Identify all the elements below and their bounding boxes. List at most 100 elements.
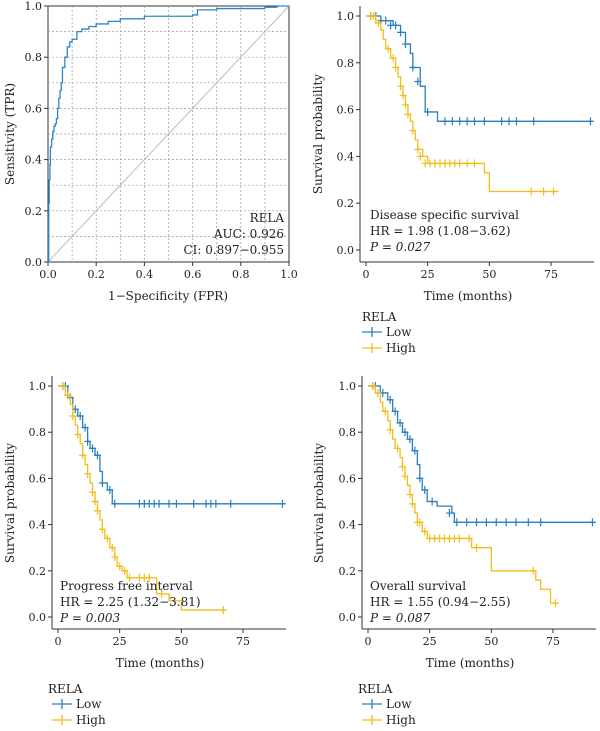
dss-x-tick-label: 25	[421, 268, 435, 281]
roc-grid	[48, 6, 289, 262]
os-x-label: Time (months)	[426, 656, 515, 670]
pfi-legend-low: Low	[76, 697, 102, 711]
dss-y-label: Survival probability	[311, 74, 325, 194]
dss-low-censor-mark	[586, 117, 594, 126]
roc-auc-label: AUC: 0.926	[213, 227, 284, 241]
dss-low-censor-mark	[397, 28, 405, 37]
roc-panel: 0.0 0.2 0.4 0.6 0.8 1.0 0.0 0.2 0.4 0.6 0.8 1.0 1−…	[3, 0, 298, 303]
os-high-censor-mark	[401, 472, 409, 481]
dss-high-censor-mark	[384, 44, 392, 53]
pfi-high-censor-mark	[59, 382, 67, 390]
pfi-x-tick-label: 0	[55, 635, 62, 648]
os-y-tick-label: 1.0	[339, 380, 357, 393]
pfi-high-censor-mark	[91, 497, 99, 506]
os-x-tick-label: 0	[365, 635, 372, 648]
os-y-tick-label: 0.2	[339, 565, 357, 578]
dss-legend-title: RELA	[362, 310, 397, 324]
pfi-x-tick-label: 25	[113, 635, 127, 648]
dss-high-curve	[366, 15, 559, 193]
os-high-curve	[368, 385, 558, 604]
dss-high-censor-mark	[399, 91, 407, 100]
os-high-censor-mark	[455, 534, 463, 543]
dss-high-censor-mark	[404, 110, 412, 119]
roc-y-tick-label: 1.0	[25, 0, 43, 13]
pfi-low-censor-mark	[155, 499, 163, 508]
os-low-curve	[368, 385, 595, 523]
os-x-tick-label: 25	[423, 635, 437, 648]
dss-x-tick-label: 0	[363, 268, 370, 281]
dss-p-value: P = 0.027	[369, 240, 430, 254]
os-panel: 0 25 50 75 0.0 0.2 0.4 0.6 0.8 1.0 Overall survi…	[312, 376, 596, 727]
pfi-y-label: Survival probability	[3, 443, 17, 563]
pfi-high-censor-mark	[79, 451, 87, 460]
dss-legend-low-marker	[362, 327, 382, 337]
os-high-censor-mark	[381, 407, 389, 416]
os-high-censor-mark	[394, 444, 402, 453]
dss-high-censor-mark	[397, 82, 405, 91]
dss-low-censor-mark	[448, 117, 456, 126]
pfi-hr: HR = 2.25 (1.32−3.81)	[60, 595, 201, 609]
dss-low-censor-mark	[498, 117, 506, 126]
pfi-low-censor-mark	[106, 485, 114, 494]
pfi-low-censor-mark	[212, 499, 220, 508]
dss-curves	[366, 12, 594, 196]
pfi-low-censor-mark	[81, 423, 89, 432]
os-high-censor-mark	[529, 566, 537, 575]
dss-high-censor-mark	[392, 63, 400, 72]
os-high-censor-mark	[374, 388, 382, 397]
os-x-ticks: 0 25 50 75	[365, 629, 560, 648]
dss-x-tick-label: 50	[482, 268, 496, 281]
os-low-censor-mark	[445, 509, 453, 518]
dss-low-censor-mark	[392, 21, 400, 30]
dss-x-tick-label: 75	[544, 268, 558, 281]
pfi-legend-low-marker	[52, 699, 72, 709]
os-y-tick-label: 0.6	[339, 472, 357, 485]
roc-x-tick-label: 1.0	[280, 268, 298, 281]
os-legend-low: Low	[386, 697, 412, 711]
os-y-tick-label: 0.4	[339, 519, 357, 532]
os-low-censor-mark	[463, 518, 471, 527]
os-high-censor-mark	[421, 527, 429, 536]
roc-x-tick-label: 0.2	[87, 268, 105, 281]
pfi-y-tick-label: 0.6	[29, 472, 47, 485]
roc-curve	[48, 5, 289, 263]
pfi-low-censor-mark	[172, 499, 180, 508]
os-low-censor-mark	[391, 407, 399, 416]
os-high-censor-mark	[406, 490, 414, 499]
os-high-censor-mark	[465, 534, 473, 543]
pfi-y-tick-label: 0.8	[29, 426, 47, 439]
pfi-y-ticks: 0.0 0.2 0.4 0.6 0.8 1.0	[29, 380, 52, 624]
dss-low-censor-mark	[505, 117, 513, 126]
pfi-high-censor-mark	[93, 506, 101, 515]
os-x-tick-label: 50	[484, 635, 498, 648]
roc-reference-line	[47, 5, 290, 263]
pfi-title: Progress free interval	[60, 579, 193, 593]
dss-low-censor-mark	[424, 107, 432, 116]
dss-high-censor-mark	[369, 12, 377, 20]
pfi-high-censor-mark	[126, 573, 134, 582]
pfi-legend-high-marker	[52, 715, 72, 725]
dss-y-tick-label: 0.2	[337, 197, 355, 210]
pfi-low-censor-mark	[227, 499, 235, 508]
os-x-tick-label: 75	[546, 635, 560, 648]
pfi-y-tick-label: 0.4	[29, 519, 47, 532]
os-low-censor-mark	[411, 446, 419, 455]
os-low-censor-mark	[482, 518, 490, 527]
pfi-high-censor-mark	[84, 469, 92, 478]
pfi-x-ticks: 0 25 50 75	[55, 629, 250, 648]
pfi-high-censor-mark	[116, 562, 124, 571]
dss-high-censor-mark	[456, 159, 464, 168]
os-low-censor-mark	[406, 435, 414, 444]
dss-y-tick-label: 0.4	[337, 150, 355, 163]
dss-y-ticks: 0.0 0.2 0.4 0.6 0.8 1.0	[337, 10, 360, 257]
dss-low-censor-mark	[480, 117, 488, 126]
pfi-legend-title: RELA	[48, 682, 83, 696]
pfi-high-censor-mark	[69, 412, 77, 421]
roc-x-tick-label: 0.8	[232, 268, 250, 281]
dss-high-censor-mark	[549, 187, 557, 196]
os-y-ticks: 0.0 0.2 0.4 0.6 0.8 1.0	[339, 380, 362, 624]
dss-hr: HR = 1.98 (1.08−3.62)	[370, 224, 511, 238]
os-y-tick-label: 0.0	[339, 611, 357, 624]
dss-y-tick-label: 0.6	[337, 104, 355, 117]
os-legend-high: High	[386, 713, 416, 727]
